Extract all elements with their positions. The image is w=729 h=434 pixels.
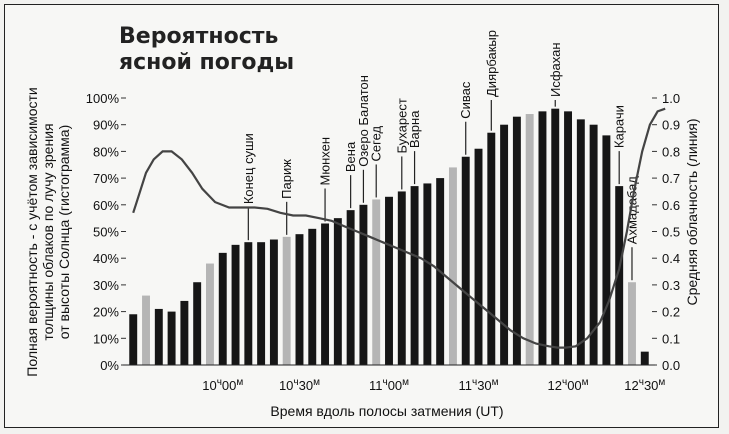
y2-tick-label: 0.8 [662, 144, 680, 159]
x-tick-label: 10ч30м [279, 377, 320, 393]
x-tick-label: 12ч30м [624, 377, 665, 393]
histogram-bar [474, 148, 483, 365]
city-label: Варна [407, 110, 422, 148]
histogram-bar [487, 132, 496, 365]
histogram-bar-highlighted [282, 236, 291, 365]
histogram-bar [602, 135, 611, 365]
y-tick-label: 30% [93, 278, 119, 293]
chart-frame: Вероятность ясной погоды Полная вероятно… [4, 4, 719, 428]
x-tick-label: 11ч30м [458, 377, 498, 393]
y-axis-ticks: 0% 10% 20% 30% 40% 50% 60% 70% 80% 90% 100% [86, 91, 126, 373]
y2-tick-label: 0.6 [662, 198, 680, 213]
histogram-bar [512, 116, 521, 365]
histogram-bar-highlighted [205, 263, 214, 365]
mean-cloudiness-line [132, 107, 666, 349]
histogram-bar [231, 244, 240, 365]
histogram-bar [538, 111, 547, 365]
y2-tick-label: 0.0 [662, 358, 680, 373]
y-tick-label: 60% [93, 198, 119, 213]
y-axis-label: Полная вероятность - с учётом зависимост… [24, 87, 72, 376]
city-label: Вена [343, 141, 358, 172]
x-tick-label: 12ч00м [548, 377, 589, 393]
histogram-bar-highlighted [628, 282, 636, 365]
histogram-bar-highlighted [448, 167, 457, 365]
y2-tick-label: 0.5 [662, 225, 680, 240]
histogram-bar [423, 183, 432, 365]
y-tick-label: 90% [93, 118, 119, 133]
y-tick-label: 10% [93, 331, 119, 346]
y2-tick-label: 1.0 [662, 91, 680, 106]
histogram-bar [193, 282, 202, 365]
y-axis-label-line-1: Полная вероятность - с учётом зависимост… [24, 87, 40, 376]
chart-title-line-2: ясной погоды [119, 50, 294, 75]
y-tick-label: 20% [93, 305, 119, 320]
histogram-bar [461, 156, 470, 365]
histogram-bar [257, 242, 266, 365]
histogram-bar [180, 300, 189, 365]
histogram-bar [564, 111, 573, 365]
x-tick-label: 11ч00м [369, 377, 409, 393]
histogram-bar-highlighted [372, 199, 381, 365]
histogram-bar [308, 228, 317, 365]
y2-tick-label: 0.1 [662, 331, 680, 346]
y2-tick-label: 0.2 [662, 305, 680, 320]
y2-tick-label: 0.9 [662, 118, 680, 133]
city-label: Конец суши [241, 133, 256, 204]
city-label: Карачи [612, 105, 627, 148]
histogram-bar-highlighted [142, 295, 150, 365]
y2-axis-ticks: 0.0 0.1 0.2 0.3 0.4 0.5 0.6 0.7 0.8 0.9 1.0 [652, 91, 680, 373]
city-label: Исфахан [548, 42, 563, 97]
y2-axis-label: Средняя облачность (линия) [684, 118, 700, 305]
y2-tick-label: 0.4 [662, 251, 680, 266]
y-tick-label: 0% [100, 358, 119, 373]
histogram-bar [321, 223, 330, 365]
city-label: Озеро Балатон [356, 75, 371, 167]
x-tick-label: 10ч00м [202, 377, 243, 393]
histogram-bar [385, 196, 393, 365]
histogram-bar [269, 239, 278, 365]
histogram-bar [167, 311, 176, 365]
histogram-bar [129, 314, 138, 365]
y-tick-label: 80% [93, 144, 119, 159]
y-tick-label: 100% [86, 91, 120, 106]
histogram-bar [346, 210, 355, 365]
y-axis-label-line-2: толщины облаков по лучу зрения [40, 123, 56, 340]
y-tick-label: 70% [93, 171, 119, 186]
clear-weather-probability-chart: Вероятность ясной погоды Полная вероятно… [24, 24, 700, 419]
y-tick-label: 40% [93, 251, 119, 266]
x-axis-ticks: 10ч00м 10ч30м 11ч00м 11ч30м 12ч00м 12ч30м [202, 377, 665, 393]
city-label: Сегед [369, 125, 384, 161]
x-axis-label: Время вдоль полосы затмения (UT) [270, 403, 503, 419]
y-axis-label-line-3: от высоты Солнца (гистограмма) [56, 125, 72, 339]
histogram-bar [551, 108, 560, 366]
histogram-bar [359, 204, 368, 365]
city-label: Париж [279, 159, 294, 199]
city-label: Бухарест [394, 98, 409, 153]
city-label: Сивас [458, 81, 473, 119]
histogram-bars [129, 108, 649, 366]
chart-title-line-1: Вероятность [119, 24, 278, 49]
histogram-bar [244, 242, 253, 365]
city-label: Мюнхен [318, 137, 333, 186]
histogram-bar [589, 124, 598, 365]
y2-tick-label: 0.3 [662, 278, 680, 293]
histogram-bar-highlighted [525, 114, 534, 366]
histogram-bar [500, 124, 509, 365]
histogram-bar [295, 234, 304, 365]
histogram-bar [410, 186, 419, 365]
histogram-bar [333, 218, 342, 365]
histogram-bar [218, 252, 227, 365]
histogram-bar [397, 191, 406, 365]
histogram-bar [576, 119, 585, 365]
histogram-bar [615, 186, 624, 365]
histogram-bar [640, 351, 649, 365]
city-label: Диярбакыр [484, 30, 499, 97]
y-tick-label: 50% [93, 225, 119, 240]
histogram-bar [154, 308, 163, 365]
y2-tick-label: 0.7 [662, 171, 680, 186]
